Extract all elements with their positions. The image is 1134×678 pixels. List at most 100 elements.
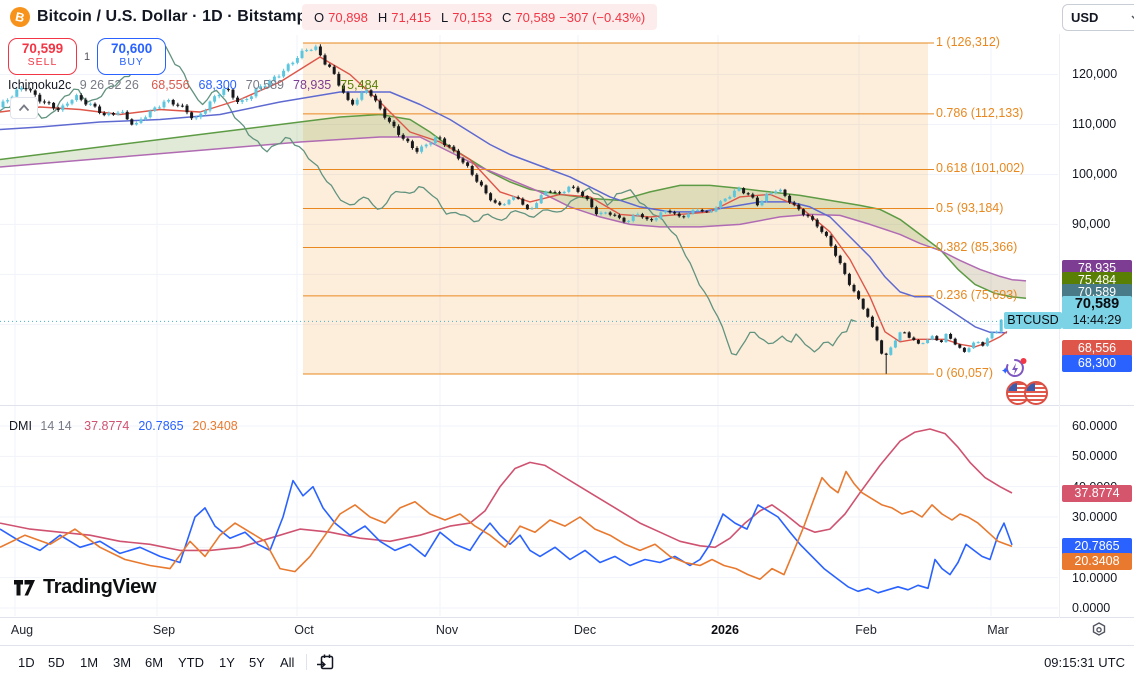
price-scale-tick: 100,000 [1072, 167, 1118, 181]
price-scale-tick: 120,000 [1072, 67, 1118, 81]
range-button-3m[interactable]: 3M [113, 655, 132, 670]
time-axis[interactable]: Aug Sep Oct Nov Dec 2026 Feb Mar [0, 618, 1134, 645]
low-label: L [441, 9, 449, 25]
symbol-price-tag: BTCUSD [1004, 312, 1062, 329]
range-button-5y[interactable]: 5Y [249, 655, 265, 670]
price-scale-tick: 90,000 [1072, 217, 1111, 231]
price-scale-tick: 50.0000 [1072, 449, 1118, 463]
watermark-text: TradingView [43, 576, 157, 598]
fib-level-label: 0.236 (75,693) [936, 287, 1018, 302]
change-value: −307 (−0.43%) [559, 9, 646, 25]
bar-countdown: 14:44:29 [1072, 313, 1122, 327]
fib-level-label: 0.618 (101,002) [936, 161, 1025, 176]
axis-settings-icon[interactable] [1090, 621, 1108, 639]
price-scale-badge: 68,556 [1062, 340, 1132, 357]
dmi-legend[interactable]: DMI 14 14 37.8774 20.7865 20.3408 [9, 419, 238, 433]
price-axis-divider[interactable] [1059, 34, 1060, 645]
currency-selector[interactable]: USD [1062, 4, 1134, 31]
close-value: 70,589 [515, 9, 556, 25]
price-scale-tick: 0.0000 [1072, 601, 1111, 615]
flash-refresh-icon[interactable] [1002, 357, 1028, 381]
indicator-params: 9 26 52 26 [79, 78, 139, 92]
open-label: O [314, 9, 325, 25]
sell-price: 70,599 [21, 41, 64, 56]
range-button-1m[interactable]: 1M [80, 655, 99, 670]
buy-price: 70,600 [110, 41, 153, 56]
fib-level-label: 0.382 (85,366) [936, 239, 1018, 254]
toolbar-separator [306, 654, 307, 670]
fib-level-label: 0 (60,057) [936, 366, 993, 380]
ohlc-values: O 70,898 H 71,415 L 70,153 C 70,589 −307… [302, 4, 658, 30]
indicator-value: 68,300 [198, 78, 237, 92]
range-button-ytd[interactable]: YTD [178, 655, 204, 670]
pane-divider[interactable] [0, 405, 1134, 406]
range-button-1y[interactable]: 1Y [219, 655, 235, 670]
indicator-name: Ichimoku2c [8, 78, 72, 92]
chart-header: B Bitcoin / U.S. Dollar · 1D · Bitstamp … [0, 0, 1134, 34]
clock-timezone[interactable]: 09:15:31 UTC [1044, 655, 1125, 670]
toolbar-divider [0, 645, 1134, 646]
price-scale-tick: 30.0000 [1072, 510, 1118, 524]
price-scale-badge: 37.8774 [1062, 485, 1132, 502]
chevron-up-icon [18, 104, 30, 112]
close-label: C [502, 9, 512, 25]
fib-level-label: 1 (126,312) [936, 35, 1000, 49]
high-label: H [377, 9, 388, 25]
range-button-5d[interactable]: 5D [48, 655, 65, 670]
month-label: Dec [573, 623, 597, 637]
indicator-value: 68,556 [151, 78, 190, 92]
month-label: 2026 [711, 623, 739, 637]
price-scale-tick: 60.0000 [1072, 419, 1118, 433]
currency-label: USD [1071, 10, 1099, 25]
symbol-title[interactable]: Bitcoin / U.S. Dollar · 1D · Bitstamp [37, 8, 307, 25]
last-price-value: 70,589 [1074, 296, 1120, 312]
indicator-value: 78,935 [293, 78, 332, 92]
indicator-name: DMI [9, 419, 32, 433]
buy-label: BUY [119, 56, 144, 68]
range-button-all[interactable]: All [280, 655, 295, 670]
tradingview-mark-icon [14, 579, 35, 595]
chart-canvas[interactable] [0, 0, 1058, 617]
price-scale-badge: 68,300 [1062, 355, 1132, 372]
trade-panel: 70,599 SELL 1 70,600 BUY [8, 38, 167, 75]
month-label: Aug [10, 623, 34, 637]
chevron-down-icon [1131, 15, 1134, 19]
month-label: Mar [987, 623, 1009, 637]
sell-label: SELL [27, 56, 58, 68]
go-to-date-icon[interactable] [316, 653, 335, 672]
indicator-value: 20.3408 [192, 419, 238, 433]
price-scale-badge: 20.3408 [1062, 553, 1132, 570]
month-label: Oct [294, 623, 314, 637]
ichimoku-legend[interactable]: Ichimoku2c 9 26 52 26 68,556 68,300 70,589… [8, 78, 378, 92]
month-label: Feb [855, 623, 877, 637]
fib-level-label: 0.786 (112,133) [936, 105, 1024, 120]
indicator-value: 70,589 [245, 78, 284, 92]
price-scale-tick: 110,000 [1072, 117, 1117, 131]
indicator-value: 75,484 [340, 78, 379, 92]
collapse-legend-button[interactable] [10, 97, 38, 119]
price-scale-badge: 20.7865 [1062, 538, 1132, 555]
month-label: Nov [435, 623, 459, 637]
range-button-1d[interactable]: 1D [18, 655, 35, 670]
svg-text:B: B [14, 10, 26, 26]
sell-button[interactable]: 70,599 SELL [8, 38, 77, 75]
high-value: 71,415 [391, 9, 432, 25]
price-scale-tick: 10.0000 [1072, 571, 1118, 585]
indicator-value: 20.7865 [138, 419, 184, 433]
bottom-toolbar: 09:15:31 UTC 1D 5D 1M 3M 6M YTD 1Y 5Y All [0, 646, 1134, 678]
bitcoin-icon: B [10, 7, 30, 27]
spread-value: 1 [84, 50, 91, 63]
month-label: Sep [152, 623, 176, 637]
symbol-info[interactable]: B Bitcoin / U.S. Dollar · 1D · Bitstamp [10, 4, 327, 30]
open-value: 70,898 [328, 9, 368, 25]
buy-button[interactable]: 70,600 BUY [97, 38, 167, 75]
indicator-value: 37.8774 [84, 419, 130, 433]
tradingview-logo[interactable]: TradingView [12, 576, 156, 599]
last-price-badge[interactable]: 70,589 14:44:29 [1062, 296, 1132, 329]
low-value: 70,153 [452, 9, 493, 25]
us-flag-event-icon[interactable] [1024, 381, 1048, 405]
fib-level-label: 0.5 (93,184) [936, 200, 1004, 215]
range-button-6m[interactable]: 6M [145, 655, 164, 670]
indicator-params: 14 14 [40, 419, 72, 433]
